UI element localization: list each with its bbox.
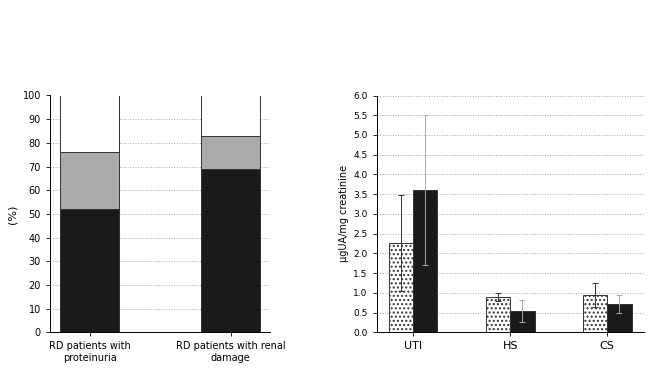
Bar (389, 243, 414, 332)
Y-axis label: (%): (%) (7, 204, 17, 223)
Bar (60, 96, 119, 152)
Bar (201, 136, 260, 169)
Bar (201, 169, 260, 332)
Y-axis label: μgUA/mg creatinine: μgUA/mg creatinine (340, 165, 350, 262)
Bar (607, 304, 632, 332)
Bar (486, 297, 510, 332)
Bar (201, 96, 260, 136)
Bar (60, 152, 119, 209)
Bar (60, 209, 119, 332)
Bar (510, 311, 534, 332)
Bar (414, 190, 438, 332)
Bar (583, 295, 607, 332)
